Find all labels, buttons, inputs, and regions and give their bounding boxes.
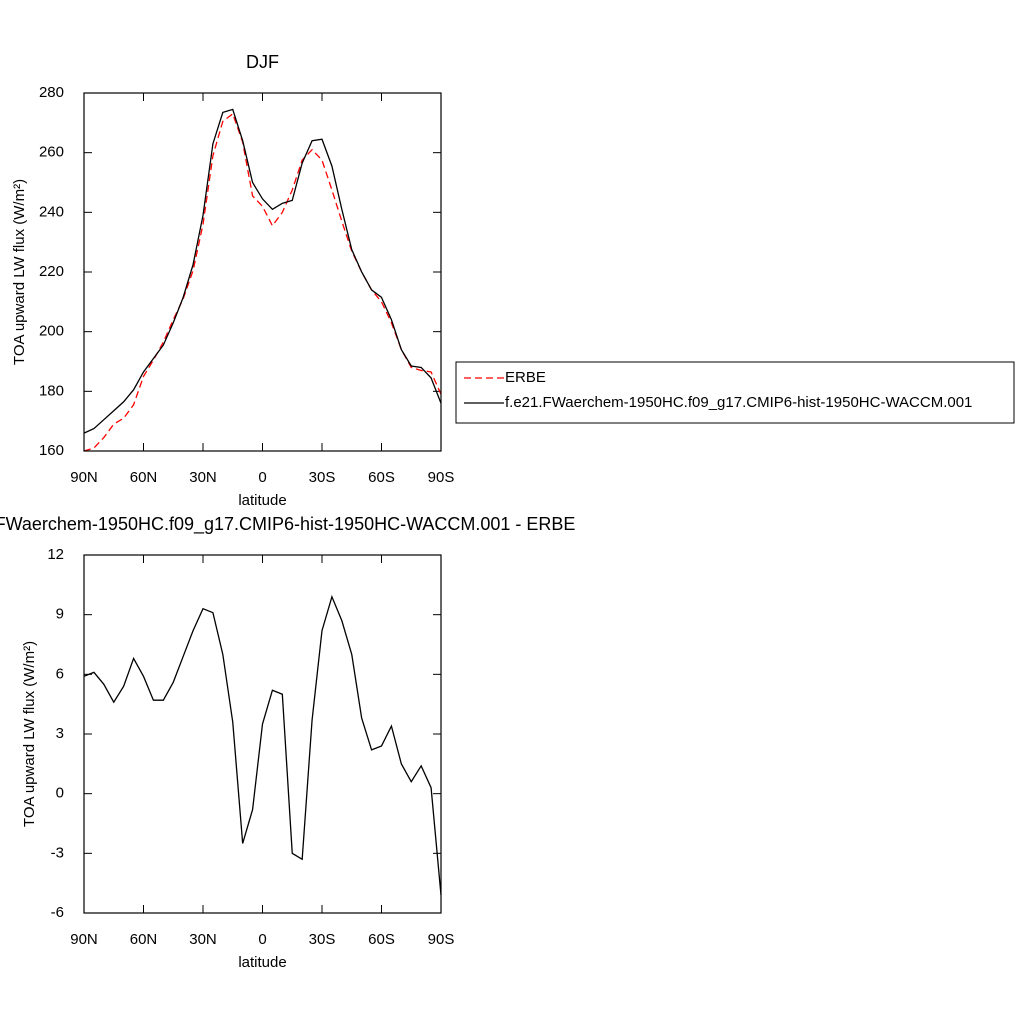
y-tick-label: 180 [39,382,64,399]
x-tick-label: 60N [130,469,158,486]
x-tick-label: 60S [368,931,395,948]
y-tick-label: 0 [56,785,64,802]
x-tick-label: 90S [428,469,455,486]
y-tick-label: 6 [56,665,64,682]
y-tick-label: -6 [51,904,64,921]
y-axis-label: TOA upward LW flux (W/m²) [21,641,38,827]
legend-label: ERBE [505,369,546,386]
x-tick-label: 60S [368,469,395,486]
y-tick-label: 12 [47,546,64,563]
x-axis-label: latitude [238,954,286,971]
y-tick-label: 200 [39,323,64,340]
y-axis-label: TOA upward LW flux (W/m²) [11,179,28,365]
legend-box [455,361,1015,424]
x-tick-label: 0 [258,469,266,486]
x-tick-label: 90N [70,469,98,486]
legend-label: f.e21.FWaerchem-1950HC.f09_g17.CMIP6-his… [505,394,972,411]
data-line [83,108,442,434]
x-axis-label: latitude [238,492,286,509]
x-tick-label: 60N [130,931,158,948]
x-tick-label: 30S [309,469,336,486]
data-line [83,594,442,896]
chart-title: DJF [246,52,279,72]
chart-title: f.e21.FWaerchem-1950HC.f09_g17.CMIP6-his… [0,514,575,535]
x-tick-label: 0 [258,931,266,948]
y-tick-label: 220 [39,263,64,280]
plot-frame [83,554,442,914]
y-tick-label: 240 [39,203,64,220]
y-tick-label: 160 [39,442,64,459]
y-tick-label: 260 [39,144,64,161]
x-tick-label: 90S [428,931,455,948]
y-tick-label: -3 [51,844,64,861]
y-tick-label: 3 [56,725,64,742]
y-tick-label: 280 [39,84,64,101]
x-tick-label: 30N [189,931,217,948]
plot-frame [83,92,442,452]
y-tick-label: 9 [56,606,64,623]
x-tick-label: 30S [309,931,336,948]
data-line [83,112,442,452]
x-tick-label: 90N [70,931,98,948]
x-tick-label: 30N [189,469,217,486]
